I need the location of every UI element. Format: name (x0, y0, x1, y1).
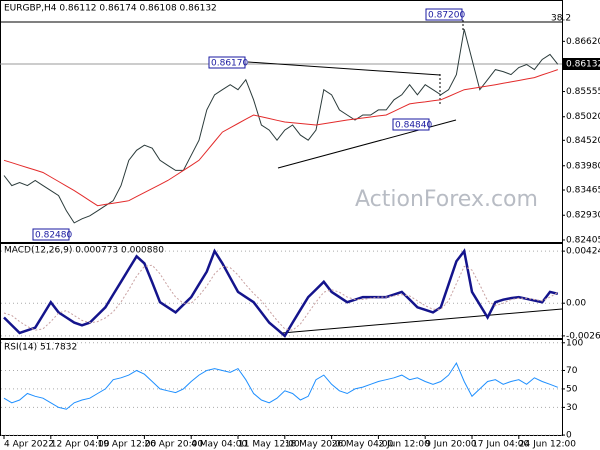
annotation: 0.84840 (395, 121, 432, 131)
y-tick-label: 0.004248 (566, 247, 600, 257)
y-tick-label: 0.85020 (566, 112, 600, 122)
x-tick-label: 26 Apr 20:00 (144, 440, 203, 450)
annotation: 0.87200 (428, 11, 465, 21)
price-panel (0, 0, 563, 243)
x-tick-label: 18 May 20:00 (285, 440, 347, 450)
x-tick-label: 9 Jun 20:00 (425, 440, 477, 450)
macd-panel (0, 243, 563, 339)
y-tick-label: 0.85555 (566, 87, 600, 97)
y-tick-label: 0.82930 (566, 211, 600, 221)
annotation-box (208, 56, 246, 69)
x-tick-label: 11 May 12:00 (238, 440, 300, 450)
x-tick-label: 19 Apr 12:00 (98, 440, 157, 450)
x-tick-label: 24 Jun 12:00 (519, 440, 576, 450)
y-tick-label: 0.83465 (566, 186, 600, 196)
watermark: ActionForex.com (355, 187, 538, 212)
y-tick-label: 70 (566, 366, 578, 376)
x-tick-label: 12 Apr 04:00 (51, 440, 110, 450)
series-line (3, 29, 559, 224)
x-tick-label: 2 Jun 12:00 (378, 440, 430, 450)
x-tick-label: 17 Jun 04:00 (472, 440, 529, 450)
series-line (3, 362, 558, 410)
y-tick-label: -0.002667 (566, 331, 600, 341)
chart-title: EURGBP,H4 0.86112 0.86174 0.86108 0.8613… (4, 4, 217, 14)
price-tag (563, 58, 600, 70)
y-tick-label: 50 (566, 384, 578, 394)
macd-title: MACD(12,26,9) 0.000773 0.000880 (4, 246, 164, 256)
series-line (3, 248, 559, 338)
x-tick-label: 26 May 04:00 (332, 440, 394, 450)
y-tick-label: 0.82405 (566, 235, 600, 245)
price-tag-label: 0.86132 (566, 60, 600, 70)
series-line (3, 69, 558, 207)
x-tick-label: 4 Apr 2022 (4, 440, 54, 450)
y-tick-label: 0 (566, 431, 572, 441)
macd-trend-line (281, 308, 563, 334)
trend-line (247, 61, 441, 76)
annotation-box (32, 228, 70, 241)
annotation: 0.82480 (35, 231, 72, 241)
y-tick-label: 30 (566, 403, 578, 413)
annotation-box (392, 118, 430, 131)
annotation: 0.86170 (211, 59, 248, 69)
fib-label: 38.2 (551, 14, 571, 24)
series-line (3, 264, 559, 331)
annotation-box (425, 8, 463, 21)
y-tick-label: 0.83980 (566, 161, 600, 171)
y-tick-label: 0.00 (566, 299, 586, 309)
y-tick-label: 100 (566, 338, 583, 348)
rsi-title: RSI(14) 51.7832 (4, 343, 77, 353)
x-tick-label: 4 May 04:00 (191, 440, 247, 450)
y-tick-label: 0.86620 (566, 37, 600, 47)
y-tick-label: 0.84520 (566, 136, 600, 146)
